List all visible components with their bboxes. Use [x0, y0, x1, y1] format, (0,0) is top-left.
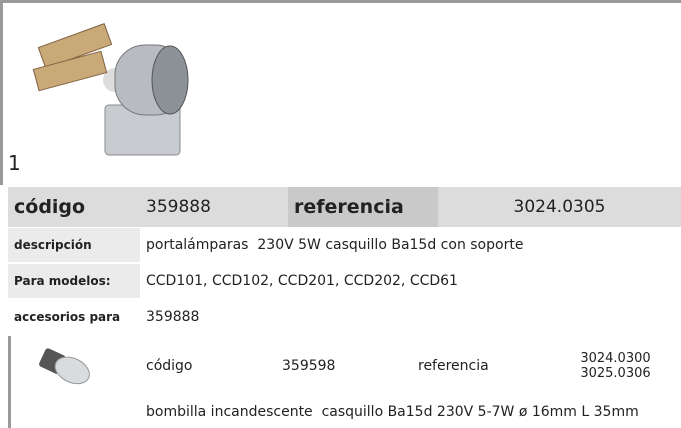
row-value: CCD101, CCD102, CCD201, CCD202, CCD61	[146, 273, 458, 289]
image-frame	[0, 0, 681, 185]
code-label: código	[8, 187, 140, 227]
acc-refs: 3024.0300 3025.0306	[550, 338, 681, 394]
acc-description: bombilla incandescente casquillo Ba15d 2…	[146, 404, 639, 420]
row-label: descripción	[8, 228, 140, 262]
acc-ref: 3025.0306	[580, 366, 651, 381]
terminal	[32, 50, 108, 92]
acc-code-label: código	[146, 358, 193, 374]
accessory-image	[39, 348, 90, 385]
socket-mouth	[151, 45, 189, 115]
terminal	[37, 23, 113, 69]
item-number: 1	[8, 151, 21, 175]
bulb-glass	[54, 356, 90, 385]
ref: 3024.0305	[438, 187, 681, 227]
acc-ref-label: referencia	[418, 358, 489, 374]
frame-edge	[8, 336, 11, 428]
acc-code: 359598	[282, 358, 336, 374]
row-value: portalámparas 230V 5W casquillo Ba15d co…	[146, 237, 524, 253]
accessories-value: 359888	[146, 309, 200, 325]
ref-label: referencia	[288, 187, 438, 227]
row-label: Para modelos:	[8, 264, 140, 298]
code: 359888	[140, 187, 288, 227]
accessories-label: accesorios para	[14, 310, 121, 324]
product-image	[32, 23, 189, 156]
acc-ref: 3024.0300	[580, 351, 651, 366]
